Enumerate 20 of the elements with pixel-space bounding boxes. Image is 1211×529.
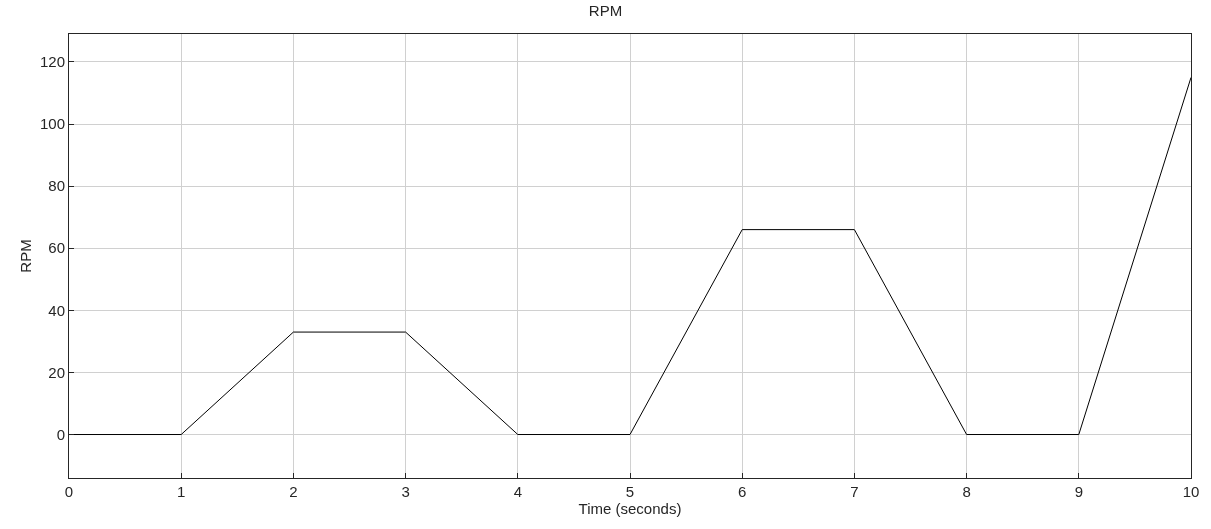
x-tick-label: 6 — [738, 483, 747, 500]
x-tick-label: 5 — [625, 483, 635, 500]
y-tick-label: 120 — [39, 53, 65, 71]
y-tick-label: 60 — [48, 239, 65, 257]
y-tick-label: 40 — [48, 301, 65, 319]
x-tick-label: 10 — [1182, 483, 1200, 500]
x-tick-label: 1 — [177, 483, 186, 500]
x-tick-label: 2 — [289, 483, 298, 500]
x-axis-title: Time (seconds) — [578, 500, 682, 517]
y-tick-label: 20 — [48, 363, 65, 381]
y-axis-title: RPM — [17, 239, 35, 273]
x-tick-label: 3 — [401, 483, 410, 500]
chart-title: RPM — [588, 1, 623, 19]
x-tick-label: 9 — [1074, 483, 1083, 500]
y-tick-label: 100 — [39, 115, 65, 133]
y-tick-label: 80 — [48, 177, 65, 195]
x-tick-label: 4 — [513, 483, 522, 500]
x-tick-label: 7 — [850, 483, 859, 500]
y-tick-label: 0 — [56, 425, 65, 443]
x-tick-label: 8 — [962, 483, 971, 500]
